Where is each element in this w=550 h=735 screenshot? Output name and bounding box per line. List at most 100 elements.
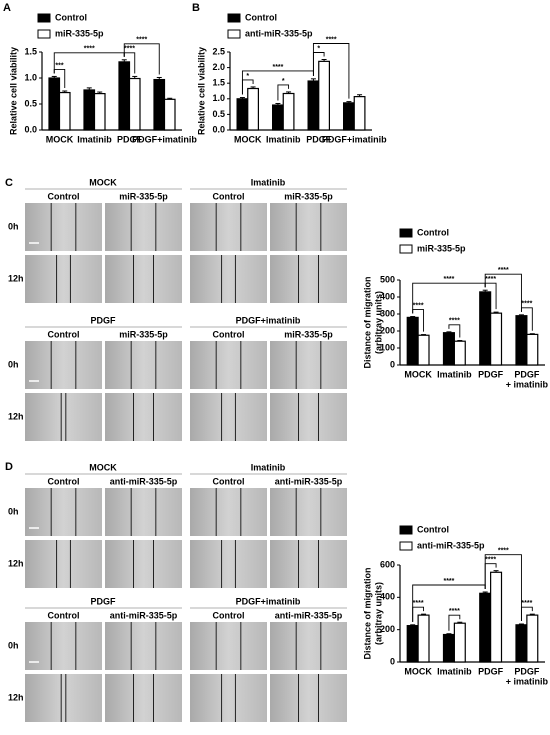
row-label: 12h [8, 411, 24, 421]
y-tick-label: 0 [390, 359, 395, 369]
significance-bracket [448, 614, 461, 631]
bar [417, 614, 430, 663]
legend-label: Control [245, 12, 277, 22]
micrograph [190, 203, 267, 251]
x-tick-label: Imatinib [437, 666, 472, 676]
y-tick-label: 1.0 [24, 72, 37, 82]
bar [417, 334, 430, 366]
legend-label: Control [417, 227, 449, 237]
significance-label: * [282, 78, 285, 85]
y-tick-label: 400 [380, 291, 395, 301]
bar [442, 332, 455, 366]
significance-label: **** [443, 276, 454, 283]
micrograph [190, 622, 267, 670]
bar [442, 633, 455, 663]
bar [479, 291, 492, 366]
y-tick-label: 200 [380, 325, 395, 335]
column-label: miR-335-5p [284, 329, 333, 339]
y-tick-label: 1.0 [212, 93, 225, 103]
bar [343, 102, 355, 131]
column-label: Control [48, 329, 80, 339]
x-tick-label: PDGF [478, 369, 504, 379]
bar [526, 614, 539, 663]
row-label: 12h [8, 273, 24, 283]
y-tick-label: 400 [380, 592, 395, 602]
significance-label: **** [521, 301, 532, 308]
micrograph [25, 674, 102, 722]
micrograph [25, 255, 102, 303]
legend-swatch [227, 29, 241, 39]
micrograph [25, 540, 102, 588]
row-label: 0h [8, 359, 19, 369]
row-label: 0h [8, 221, 19, 231]
significance-label: **** [84, 46, 95, 53]
y-tick-label: 500 [380, 274, 395, 284]
group-title: MOCK [89, 462, 117, 472]
bar [479, 592, 492, 663]
micrograph [270, 622, 347, 670]
micrograph [190, 393, 267, 441]
row-label: 12h [8, 558, 24, 568]
micrograph [25, 203, 102, 251]
significance-label: **** [498, 548, 509, 555]
y-tick-label: 1.5 [24, 46, 37, 56]
significance-bracket [448, 324, 461, 338]
bar [163, 98, 176, 131]
legend-swatch [399, 541, 413, 551]
significance-label: **** [449, 318, 460, 325]
y-tick-label: 1.5 [212, 78, 225, 88]
group-title: PDGF+imatinib [236, 596, 301, 606]
y-axis-label: Relative cell viability [196, 47, 206, 135]
y-tick-label: 0.0 [24, 124, 37, 134]
significance-label: **** [413, 600, 424, 607]
x-tick-label: PDGF+imatinib [132, 134, 197, 144]
y-tick-label: 100 [380, 342, 395, 352]
significance-label: **** [485, 557, 496, 564]
micrograph [25, 622, 102, 670]
y-axis-label: Distance of migration [362, 567, 372, 659]
x-tick-label: Imatinib [437, 369, 472, 379]
significance-label: **** [413, 302, 424, 309]
column-label: anti-miR-335-5p [110, 476, 178, 486]
y-tick-label: 200 [380, 624, 395, 634]
significance-label: * [246, 73, 249, 80]
y-tick-label: 600 [380, 559, 395, 569]
x-tick-label: PDGF+imatinib [322, 134, 387, 144]
bar [515, 624, 528, 663]
row-label: 0h [8, 640, 19, 650]
legend-swatch [37, 29, 51, 39]
bar [247, 87, 259, 131]
micrograph [25, 341, 102, 389]
legend-label: miR-335-5p [55, 28, 104, 38]
significance-label: * [317, 45, 320, 52]
significance-bracket [484, 273, 522, 312]
x-tick-label: MOCK [404, 666, 432, 676]
micrograph [270, 674, 347, 722]
y-tick-label: 0.5 [212, 109, 225, 119]
legend-label: anti-miR-335-5p [417, 540, 485, 550]
legend-swatch [399, 244, 413, 254]
micrograph [270, 488, 347, 536]
micrograph [190, 255, 267, 303]
micrograph [105, 255, 182, 303]
x-tick-label: + imatinib [506, 676, 549, 686]
micrograph [25, 393, 102, 441]
significance-label: **** [272, 64, 283, 71]
column-label: Control [213, 191, 245, 201]
significance-label: **** [449, 608, 460, 615]
x-tick-label: PDGF [514, 666, 540, 676]
significance-bracket [123, 43, 160, 75]
y-tick-label: 0.5 [24, 98, 37, 108]
column-label: miR-335-5p [119, 191, 168, 201]
significance-label: **** [485, 276, 496, 283]
bar [406, 316, 419, 366]
bar [153, 78, 166, 131]
legend-label: Control [417, 524, 449, 534]
x-tick-label: MOCK [404, 369, 432, 379]
column-label: Control [48, 476, 80, 486]
significance-label: **** [498, 267, 509, 274]
legend-swatch [399, 228, 413, 238]
bar [490, 312, 503, 366]
